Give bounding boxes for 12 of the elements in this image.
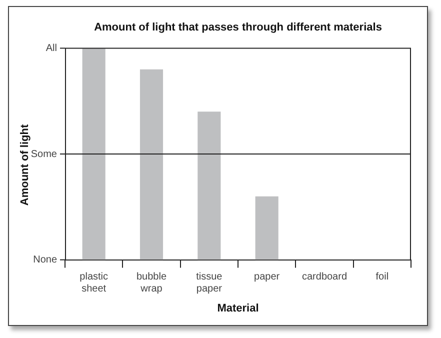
x-tick-label: plastic sheet (80, 272, 108, 295)
ref-line-label: Some (30, 148, 58, 160)
x-tick-label: tissue paper (196, 272, 223, 295)
text: None (33, 254, 58, 266)
x-tick-label: foil (376, 272, 389, 283)
y-axis-title: Amount of light (19, 124, 32, 206)
x-tick-label: bubble wrap (136, 272, 167, 295)
x-tick-label: cardboard (302, 272, 348, 283)
x-tick-label: paper (254, 272, 280, 283)
ref-line-label: All (46, 42, 57, 54)
x-axis-title: Material (217, 302, 259, 314)
chart-title: Amount of light that passes through different materials (94, 22, 382, 34)
